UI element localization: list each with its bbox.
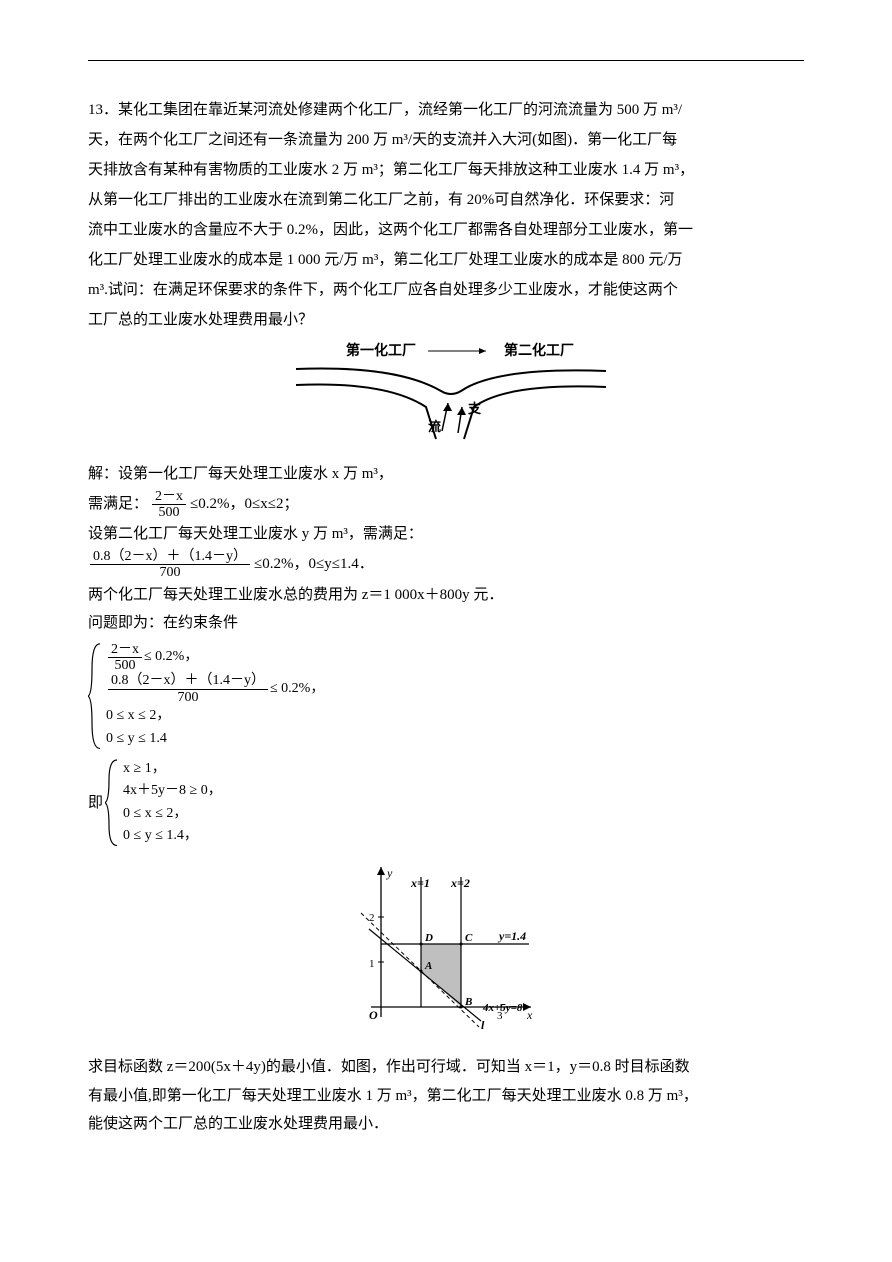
solution-open: 解： [88,466,118,482]
sys2-prefix: 即 [88,788,103,818]
svg-text:3: 3 [497,1010,503,1022]
conclusion-2: 能使这两个工厂总的工业废水处理费用最小． [88,1116,388,1132]
line4-suffix: ≤0.2%，0≤y≤1.4． [254,550,374,579]
problem-line-1: 天，在两个化工厂之间还有一条流量为 200 万 m³/天的支流并入大河(如图)．… [88,132,677,148]
brace1 [88,642,102,750]
svg-text:A: A [424,960,432,972]
solution-line3: 设第二化工厂每天处理工业废水 y 万 m³，需满足： [88,526,423,542]
solution: 解：设第一化工厂每天处理工业废水 x 万 m³， 需满足： 2－x 500 ≤0… [88,460,804,1139]
problem-line-5: 化工厂处理工业废水的成本是 1 000 元/万 m³，第二化工厂处理工业废水的成… [88,252,683,268]
problem-line-4: 流中工业废水的含量应不大于 0.2%，因此，这两个化工厂都需各自处理部分工业废水… [88,222,693,238]
solution-line5: 两个化工厂每天处理工业废水总的费用为 z＝1 000x＋800y 元． [88,587,503,603]
problem-line-7: 工厂总的工业废水处理费用最小？ [88,312,313,328]
system1: 2－x500 ≤ 0.2%， 0.8（2－x）＋（1.4－y）700 ≤ 0.2… [88,642,804,750]
system2-wrap: 即 x ≥ 1， 4x＋5y－8 ≥ 0， 0 ≤ x ≤ 2， 0 ≤ y ≤… [88,754,804,852]
brace2 [105,758,119,848]
header-rule [88,60,804,61]
conclusion-0: 求目标函数 z＝200(5x＋4y)的最小值．如图，作出可行域．可知当 x＝1，… [88,1059,690,1075]
line2-prefix: 需满足： [88,490,148,519]
problem-statement: 13．某化工集团在靠近某河流处修建两个化工厂，流经第一化工厂的河流流量为 500… [88,95,804,335]
svg-text:x: x [526,1008,533,1022]
problem-number: 13． [88,102,118,118]
svg-text:x=1: x=1 [410,876,430,890]
system1-lines: 2－x500 ≤ 0.2%， 0.8（2－x）＋（1.4－y）700 ≤ 0.2… [102,642,324,750]
feasible-region-graph: y x O x=1 x=2 y=1.4 4x+5y=8 l A B C D 2 … [88,857,804,1043]
graph-svg: y x O x=1 x=2 y=1.4 4x+5y=8 l A B C D 2 … [331,857,561,1032]
frac1: 2－x 500 [152,489,186,521]
factory1-label: 第一化工厂 [346,342,416,358]
svg-text:B: B [464,996,472,1008]
svg-text:l: l [481,1018,485,1032]
river-diagram: 第一化工厂 第二化工厂 支 流 [88,341,804,452]
svg-text:x=2: x=2 [450,876,470,890]
branch-label-top: 支 [467,401,482,416]
problem-line-2: 天排放含有某种有害物质的工业废水 2 万 m³；第二化工厂每天排放这种工业废水 … [88,162,694,178]
problem-line-6: m³.试问：在满足环保要求的条件下，两个化工厂应各自处理多少工业废水，才能使这两… [88,282,678,298]
svg-text:D: D [424,932,433,944]
problem-line-3: 从第一化工厂排出的工业废水在流到第二化工厂之前，有 20%可自然净化．环保要求：… [88,192,674,208]
factory2-label: 第二化工厂 [504,342,574,358]
conclusion-1: 有最小值,即第一化工厂每天处理工业废水 1 万 m³，第二化工厂每天处理工业废水… [88,1088,698,1104]
solution-line1: 设第一化工厂每天处理工业废水 x 万 m³， [118,466,393,482]
svg-text:O: O [369,1008,378,1022]
svg-text:y=1.4: y=1.4 [497,929,526,943]
problem-line-0: 某化工集团在靠近某河流处修建两个化工厂，流经第一化工厂的河流流量为 500 万 … [118,102,682,118]
svg-text:C: C [465,932,473,944]
river-svg: 第一化工厂 第二化工厂 支 流 [276,341,616,441]
solution-line6: 问题即为：在约束条件 [88,615,238,631]
svg-text:y: y [386,866,393,880]
svg-text:2: 2 [369,912,375,924]
branch-label-bot: 流 [428,419,441,434]
line2-suffix: ≤0.2%，0≤x≤2； [190,490,298,519]
svg-text:1: 1 [369,958,375,970]
frac2: 0.8（2－x）＋（1.4－y） 700 [90,549,250,581]
system2-lines: x ≥ 1， 4x＋5y－8 ≥ 0， 0 ≤ x ≤ 2， 0 ≤ y ≤ 1… [119,758,222,848]
